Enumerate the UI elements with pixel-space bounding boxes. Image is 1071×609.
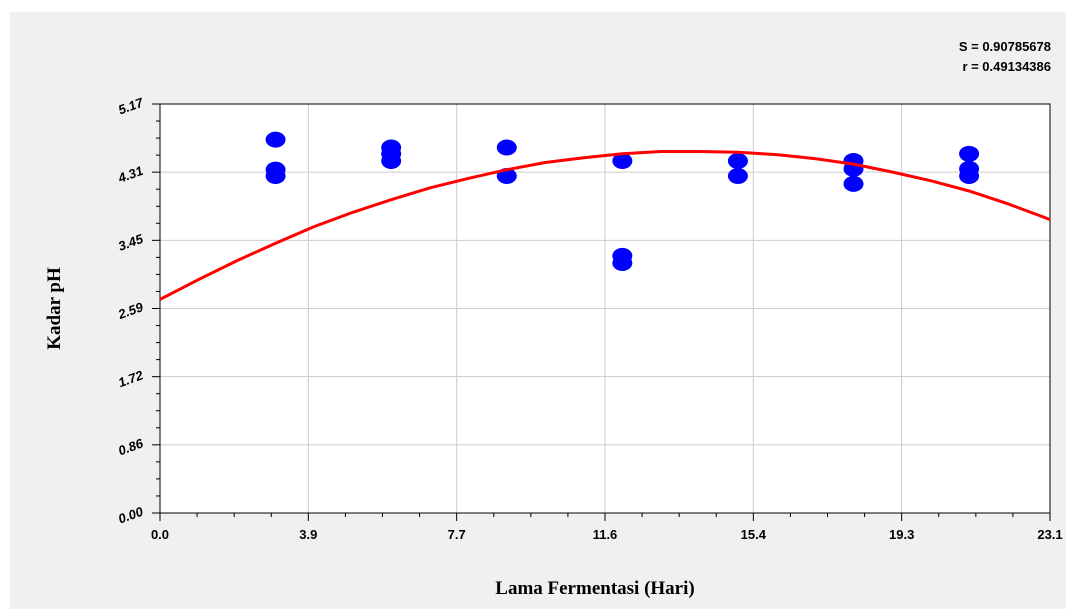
- data-point: [265, 131, 286, 148]
- data-point: [727, 167, 748, 184]
- x-tick-label: 11.6: [593, 527, 618, 542]
- y-tick-label: 5.17: [116, 94, 146, 117]
- data-point: [265, 167, 286, 184]
- stats-box: S = 0.90785678 r = 0.49134386: [959, 37, 1051, 77]
- data-point: [612, 152, 633, 169]
- data-point: [727, 152, 748, 169]
- y-axis-title: Kadar pH: [44, 267, 65, 350]
- y-tick-label: 2.59: [115, 299, 146, 322]
- x-tick-label: 0.0: [151, 527, 169, 542]
- x-axis-title: Lama Fermentasi (Hari): [495, 578, 694, 599]
- data-point: [959, 167, 980, 184]
- data-point: [843, 175, 864, 192]
- data-point: [612, 255, 633, 272]
- y-tick-label: 0.00: [116, 503, 146, 526]
- x-tick-label: 7.7: [448, 527, 466, 542]
- y-tick-label: 0.86: [116, 435, 146, 458]
- s-value: S = 0.90785678: [958, 39, 1051, 54]
- x-tick-label: 15.4: [741, 527, 767, 542]
- x-tick-label: 23.1: [1037, 527, 1062, 542]
- y-tick-label: 4.31: [115, 163, 145, 186]
- r-value: r = 0.49134386: [962, 59, 1051, 74]
- x-tick-label: 19.3: [889, 527, 914, 542]
- data-point: [496, 139, 517, 156]
- data-point: [381, 152, 402, 169]
- y-tick-label: 3.45: [116, 231, 146, 254]
- y-tick-label: 1.72: [116, 367, 146, 390]
- regression-curve: [159, 150, 1051, 301]
- data-point: [959, 145, 980, 162]
- x-tick-label: 3.9: [299, 527, 317, 542]
